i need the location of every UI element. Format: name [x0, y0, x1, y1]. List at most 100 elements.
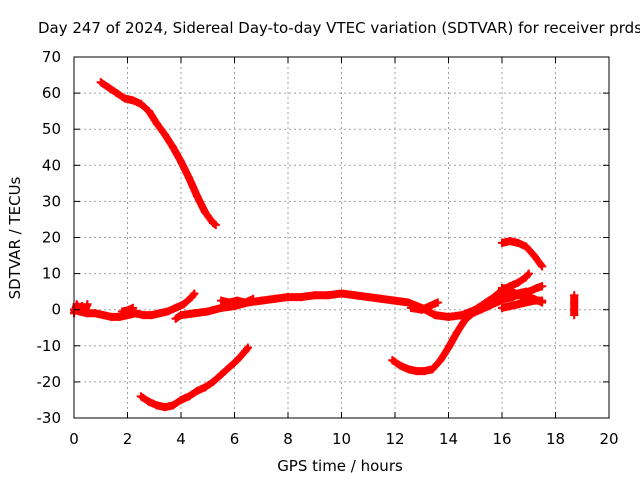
data-point [506, 302, 515, 311]
data-point [257, 296, 266, 305]
data-point [91, 309, 100, 318]
data-point [211, 220, 220, 229]
data-point [436, 356, 445, 365]
data-point [139, 311, 148, 320]
data-point [217, 303, 226, 312]
data-point [233, 356, 242, 365]
data-point [177, 157, 185, 166]
data-point [404, 298, 413, 307]
series-arc-zero-start-spike [70, 300, 92, 318]
y-tick-label: -20 [37, 373, 62, 391]
data-point [524, 269, 533, 278]
data-point [425, 302, 434, 311]
data-point [310, 291, 319, 300]
data-point [168, 401, 177, 410]
data-point [233, 296, 242, 305]
data-point [152, 401, 161, 410]
data-point [396, 361, 405, 370]
data-point [412, 367, 421, 376]
data-point [570, 291, 579, 300]
data-point [118, 307, 127, 316]
data-point [473, 303, 482, 312]
data-point [284, 293, 292, 302]
data-point [324, 291, 333, 300]
data-point [171, 314, 180, 323]
data-point [522, 242, 531, 251]
y-tick-label: 10 [42, 265, 61, 283]
data-point [481, 298, 490, 307]
data-point [104, 83, 113, 92]
y-tick-label: 60 [42, 84, 61, 102]
data-point [465, 309, 474, 318]
data-point [163, 307, 172, 316]
data-point [177, 311, 185, 320]
data-point [433, 298, 442, 307]
data-point [185, 173, 194, 182]
data-point [128, 96, 137, 105]
data-point [391, 296, 399, 305]
y-tick-label: 40 [42, 156, 61, 174]
series-arc-13h-hook [407, 298, 442, 314]
data-point [364, 293, 373, 302]
data-point [217, 296, 226, 305]
y-tick-label: 70 [42, 48, 61, 66]
data-point [190, 309, 199, 318]
data-point [270, 294, 279, 303]
x-tick-label: 20 [599, 430, 618, 448]
data-point [155, 309, 164, 318]
data-series [70, 78, 579, 412]
data-point [78, 302, 87, 311]
data-point [538, 296, 547, 305]
data-point [431, 311, 440, 320]
x-tick-label: 8 [283, 430, 293, 448]
y-tick-label: 50 [42, 120, 61, 138]
data-point [506, 237, 515, 246]
x-tick-label: 4 [176, 430, 186, 448]
x-axis-label: GPS time / hours [277, 457, 403, 475]
data-point [168, 143, 177, 152]
data-point [128, 303, 137, 312]
data-point [136, 99, 145, 108]
data-point [179, 300, 188, 309]
data-point [506, 285, 515, 294]
data-point [514, 278, 523, 287]
data-point [538, 282, 547, 291]
data-point [498, 238, 506, 247]
data-point [160, 130, 169, 139]
data-point [404, 365, 413, 374]
data-point [177, 395, 185, 404]
series-arc-low-rising [136, 343, 252, 412]
data-point [452, 329, 461, 338]
grid-lines [74, 57, 609, 418]
y-tick-label: 20 [42, 229, 61, 247]
data-point [407, 303, 416, 312]
series-scatter-19h [570, 291, 579, 320]
data-point [444, 312, 453, 321]
data-point [96, 78, 105, 87]
data-point [500, 294, 509, 303]
data-point [417, 305, 426, 314]
data-point [457, 311, 466, 320]
y-axis-label: SDTVAR / TECUs [6, 176, 24, 299]
x-tick-label: 16 [492, 430, 511, 448]
data-point [80, 307, 89, 316]
data-point [209, 377, 218, 386]
data-point [99, 311, 108, 320]
data-point [171, 303, 180, 312]
data-point [388, 356, 397, 365]
data-point [337, 289, 346, 298]
data-point [83, 300, 92, 309]
data-point [420, 367, 429, 376]
data-point [428, 365, 437, 374]
data-point [120, 94, 129, 103]
x-tick-label: 0 [69, 430, 79, 448]
x-tick-label: 2 [123, 430, 133, 448]
data-point [225, 298, 234, 307]
y-tick-label: 30 [42, 192, 61, 210]
chart-title: Day 247 of 2024, Sidereal Day-to-day VTE… [38, 19, 640, 37]
data-point [444, 343, 453, 352]
data-point [144, 107, 153, 116]
data-point [185, 392, 194, 401]
data-point [514, 238, 523, 247]
data-point [136, 392, 145, 401]
